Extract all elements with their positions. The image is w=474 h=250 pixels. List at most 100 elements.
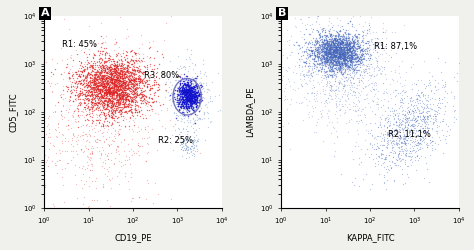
Point bbox=[426, 153, 434, 157]
Point bbox=[183, 96, 191, 100]
Point bbox=[192, 98, 200, 102]
Point bbox=[140, 84, 148, 87]
Point bbox=[296, 73, 304, 77]
Point bbox=[398, 147, 406, 151]
Point bbox=[336, 62, 343, 66]
Point bbox=[339, 46, 347, 50]
Point bbox=[328, 42, 335, 46]
Point bbox=[119, 76, 127, 80]
Point bbox=[460, 100, 468, 104]
Point bbox=[327, 83, 334, 87]
Point bbox=[327, 46, 334, 50]
Point bbox=[443, 100, 451, 104]
Point bbox=[179, 95, 186, 99]
Point bbox=[425, 93, 432, 97]
Point bbox=[358, 74, 366, 78]
Point bbox=[76, 100, 84, 104]
Point bbox=[188, 98, 196, 102]
Point bbox=[131, 104, 139, 108]
Point bbox=[305, 62, 313, 66]
Point bbox=[126, 82, 134, 86]
Point bbox=[88, 120, 95, 124]
Point bbox=[332, 54, 339, 58]
Point bbox=[86, 75, 94, 79]
Point bbox=[183, 76, 191, 80]
Point bbox=[176, 104, 184, 108]
Point bbox=[183, 152, 191, 156]
Point bbox=[110, 116, 118, 120]
Point bbox=[333, 39, 341, 43]
Point bbox=[433, 125, 440, 129]
Point bbox=[346, 50, 354, 54]
Point bbox=[116, 79, 124, 83]
Point bbox=[121, 76, 129, 80]
Point bbox=[337, 49, 344, 53]
Point bbox=[171, 88, 178, 92]
Point bbox=[117, 63, 124, 67]
Point bbox=[128, 57, 135, 61]
Point bbox=[420, 116, 428, 120]
Point bbox=[101, 58, 109, 62]
Point bbox=[89, 94, 96, 98]
Point bbox=[337, 59, 345, 63]
Point bbox=[110, 73, 118, 77]
Point bbox=[184, 148, 191, 152]
Point bbox=[374, 102, 382, 105]
Point bbox=[360, 36, 367, 40]
Point bbox=[351, 109, 358, 113]
Point bbox=[328, 60, 335, 64]
Point bbox=[131, 108, 138, 112]
Point bbox=[355, 76, 362, 80]
Point bbox=[113, 52, 121, 56]
Point bbox=[100, 79, 108, 83]
Point bbox=[342, 49, 349, 53]
Point bbox=[135, 109, 143, 113]
Point bbox=[407, 102, 415, 105]
Point bbox=[184, 90, 191, 94]
Point bbox=[373, 152, 380, 156]
Point bbox=[319, 40, 327, 44]
Point bbox=[332, 66, 339, 70]
Point bbox=[124, 84, 132, 88]
Point bbox=[140, 92, 148, 96]
Point bbox=[110, 90, 118, 94]
Point bbox=[74, 110, 82, 114]
Point bbox=[97, 83, 105, 87]
Point bbox=[126, 108, 134, 112]
Point bbox=[191, 81, 199, 85]
Point bbox=[408, 150, 415, 154]
Point bbox=[331, 78, 339, 82]
Point bbox=[123, 69, 131, 73]
Point bbox=[419, 92, 427, 96]
Point bbox=[35, 113, 42, 117]
Point bbox=[402, 70, 410, 74]
Point bbox=[386, 113, 394, 117]
Point bbox=[102, 113, 109, 117]
Point bbox=[343, 47, 351, 51]
Point bbox=[180, 101, 188, 105]
Point bbox=[314, 9, 321, 13]
Point bbox=[319, 60, 326, 64]
Point bbox=[111, 109, 119, 113]
Point bbox=[182, 95, 190, 99]
Point bbox=[392, 124, 400, 128]
Point bbox=[98, 145, 106, 149]
Point bbox=[335, 66, 342, 70]
Point bbox=[333, 45, 340, 49]
Point bbox=[112, 69, 119, 73]
Point bbox=[91, 104, 98, 108]
Point bbox=[191, 91, 199, 95]
Point bbox=[85, 176, 93, 180]
Point bbox=[350, 101, 358, 105]
Point bbox=[96, 80, 103, 84]
Point bbox=[329, 48, 337, 52]
Point bbox=[345, 48, 353, 52]
Point bbox=[412, 130, 420, 134]
Point bbox=[102, 64, 110, 68]
Point bbox=[94, 86, 102, 89]
Point bbox=[187, 90, 194, 94]
Point bbox=[127, 110, 135, 114]
Point bbox=[373, 83, 380, 87]
Point bbox=[129, 59, 137, 63]
Point bbox=[101, 63, 109, 67]
